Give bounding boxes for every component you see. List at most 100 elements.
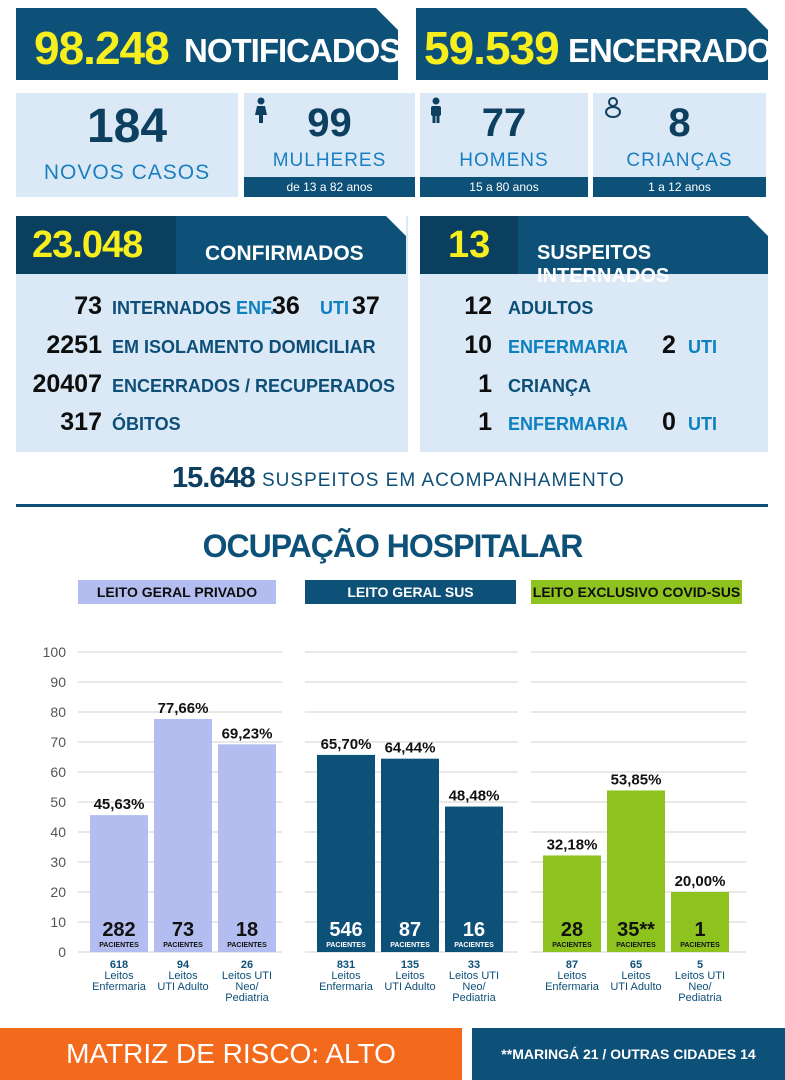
y-tick-label: 80 (50, 704, 66, 720)
confirmados-header-corner (386, 216, 406, 236)
x-category-label: 26 (241, 959, 253, 971)
obitos-number: 317 (60, 408, 102, 436)
x-category-label: Neo/ (462, 981, 486, 993)
note-footer: **MARINGÁ 21 / OUTRAS CIDADES 14 (472, 1028, 785, 1080)
y-tick-label: 40 (50, 824, 66, 840)
note-label: **MARINGÁ 21 / OUTRAS CIDADES 14 (501, 1046, 756, 1062)
x-category-label: Leitos (621, 970, 651, 982)
bar-value-label: 69,23% (222, 725, 273, 742)
criancas-box: 8 CRIANÇAS 1 a 12 anos (593, 93, 766, 197)
adult-enf-label: ENFERMARIA (508, 337, 628, 357)
x-category-label: Pediatria (678, 992, 722, 1004)
x-category-label: Leitos UTI (222, 970, 272, 982)
x-category-label: 65 (630, 959, 642, 971)
homens-label: HOMENS (459, 150, 549, 171)
mulheres-label: MULHERES (272, 150, 387, 171)
tag-sus: LEITO GERAL SUS (305, 580, 516, 604)
patient-count: 16 (463, 919, 485, 941)
patient-label: PACIENTES (326, 942, 366, 949)
adult-uti-number: 2 (662, 331, 676, 359)
man-icon (430, 97, 442, 129)
patient-count: 1 (694, 919, 705, 941)
notificados-banner-corner (376, 8, 398, 30)
x-category-label: UTI Adulto (384, 981, 435, 993)
patient-label: PACIENTES (99, 942, 139, 949)
homens-age-range: 15 a 80 anos (420, 177, 588, 197)
adultos-number: 12 (464, 292, 492, 320)
suspeitos-number-bg (420, 216, 518, 274)
internados-number: 73 (74, 292, 102, 320)
patient-count: 282 (102, 919, 135, 941)
bar-value-label: 64,44% (385, 740, 436, 757)
notificados-banner: 98.248 NOTIFICADOS (16, 8, 401, 80)
risk-label: MATRIZ DE RISCO: ALTO (66, 1038, 396, 1069)
x-category-label: Leitos (395, 970, 425, 982)
bar (607, 790, 665, 952)
patient-label: PACIENTES (163, 942, 203, 949)
bar-value-label: 32,18% (547, 836, 598, 853)
bar (671, 892, 729, 952)
notificados-number: 98.248 (34, 22, 170, 74)
x-category-label: Enfermaria (92, 981, 147, 993)
x-category-label: Leitos (557, 970, 587, 982)
x-category-label: Leitos (331, 970, 361, 982)
patient-count: 546 (329, 919, 362, 941)
encerrados-banner: 59.539 ENCERRADOS (416, 8, 785, 80)
suspeitos-header-corner (748, 216, 768, 236)
section-divider (16, 504, 768, 507)
bar (90, 815, 148, 952)
x-category-label: 33 (468, 959, 480, 971)
x-category-label: Pediatria (225, 992, 269, 1004)
y-tick-label: 60 (50, 764, 66, 780)
bar (381, 758, 439, 952)
bar-value-label: 77,66% (158, 700, 209, 717)
x-category-label: Neo/ (235, 981, 259, 993)
y-tick-label: 100 (43, 644, 67, 660)
ocupacao-title: OCUPAÇÃO HOSPITALAR (202, 528, 584, 564)
y-tick-label: 90 (50, 674, 66, 690)
mulheres-value: 99 (307, 101, 352, 145)
adult-uti-label: UTI (688, 337, 717, 357)
bar (317, 754, 375, 952)
recuperados-label: ENCERRADOS / RECUPERADOS (112, 376, 396, 396)
woman-icon (254, 97, 268, 129)
patient-count: 73 (172, 919, 194, 941)
confirmados-number-bg (16, 216, 176, 274)
patient-count: 28 (561, 919, 583, 941)
encerrados-number: 59.539 (424, 22, 560, 74)
homens-box: 77 HOMENS 15 a 80 anos (420, 93, 588, 197)
suspeitos-label: SUSPEITOS INTERNADOS (537, 242, 670, 287)
bar-value-label: 53,85% (611, 771, 662, 788)
patient-label: PACIENTES (680, 942, 720, 949)
confirmados-label: CONFIRMADOS (205, 242, 364, 265)
encerrados-banner-corner (746, 8, 768, 30)
patient-count: 87 (399, 919, 421, 941)
adult-enf-number: 10 (464, 331, 492, 359)
enf-label: ENF. (236, 298, 276, 318)
bar (543, 855, 601, 952)
patient-label: PACIENTES (552, 942, 592, 949)
bar (445, 806, 503, 952)
suspeitos-number: 13 (448, 224, 491, 266)
x-category-label: UTI Adulto (157, 981, 208, 993)
enf-number: 36 (272, 292, 300, 320)
x-category-label: Leitos UTI (449, 970, 499, 982)
x-category-label: 5 (697, 959, 703, 971)
x-category-label: UTI Adulto (610, 981, 661, 993)
x-category-label: Neo/ (688, 981, 712, 993)
y-tick-label: 50 (50, 794, 66, 810)
baby-icon (603, 97, 623, 125)
x-category-label: 618 (110, 959, 128, 971)
bar-value-label: 20,00% (675, 873, 726, 890)
x-category-label: Enfermaria (545, 981, 600, 993)
bar-value-label: 65,70% (321, 736, 372, 753)
crianca-label: CRIANÇA (508, 376, 591, 396)
x-category-label: 94 (177, 959, 190, 971)
bar (154, 719, 212, 952)
x-category-label: 135 (401, 959, 419, 971)
crianca-uti-number: 0 (662, 408, 676, 436)
encerrados-label: ENCERRADOS (568, 32, 785, 69)
x-category-label: Enfermaria (319, 981, 374, 993)
isolamento-number: 2251 (46, 331, 102, 359)
crianca-enf-label: ENFERMARIA (508, 414, 628, 434)
